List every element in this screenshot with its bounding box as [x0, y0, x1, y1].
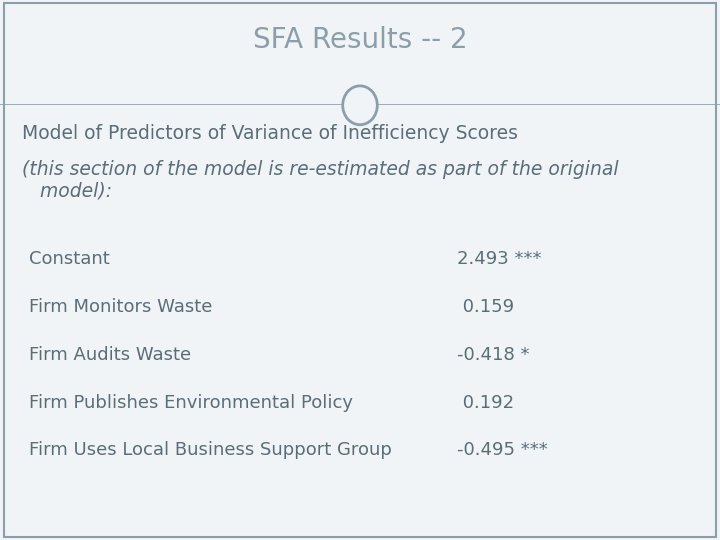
Text: 0.159: 0.159 [457, 298, 514, 316]
Text: (this section of the model is re-estimated as part of the original
   model):: (this section of the model is re-estimat… [22, 160, 618, 201]
Text: Firm Uses Local Business Support Group: Firm Uses Local Business Support Group [29, 441, 392, 460]
Text: Firm Publishes Environmental Policy: Firm Publishes Environmental Policy [29, 394, 353, 411]
Text: -0.495 ***: -0.495 *** [457, 441, 548, 460]
Text: Firm Monitors Waste: Firm Monitors Waste [29, 298, 212, 316]
Text: Firm Audits Waste: Firm Audits Waste [29, 346, 191, 364]
Text: 0.192: 0.192 [457, 394, 514, 411]
Text: 2.493 ***: 2.493 *** [457, 250, 541, 268]
Text: Constant: Constant [29, 250, 109, 268]
Text: SFA Results -- 2: SFA Results -- 2 [253, 26, 467, 54]
Text: -0.418 *: -0.418 * [457, 346, 530, 364]
Text: Model of Predictors of Variance of Inefficiency Scores: Model of Predictors of Variance of Ineff… [22, 124, 518, 143]
